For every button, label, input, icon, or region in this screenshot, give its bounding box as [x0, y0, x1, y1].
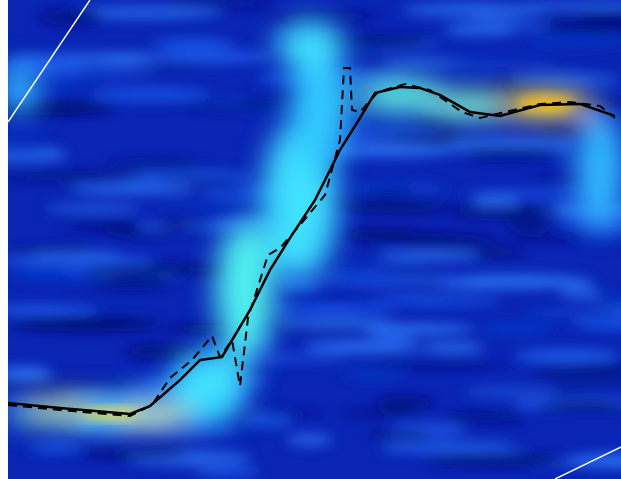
streak [588, 293, 621, 308]
streak [524, 31, 621, 47]
reference-track [7, 67, 616, 418]
streak [506, 234, 586, 241]
streak [370, 295, 449, 303]
streak [443, 136, 570, 147]
streak [464, 385, 560, 399]
streak [95, 51, 163, 67]
streak [572, 228, 621, 239]
streak [150, 37, 234, 51]
streak [381, 445, 529, 455]
streak [370, 188, 414, 196]
streak [353, 323, 475, 335]
streak [286, 433, 333, 447]
streak [38, 9, 104, 26]
streak [559, 286, 601, 299]
streak [340, 409, 417, 416]
streak [478, 322, 552, 337]
streak [8, 304, 100, 316]
streak [279, 11, 385, 20]
streak [509, 71, 621, 88]
streak [79, 449, 189, 458]
streak [8, 366, 52, 381]
white-line [554, 446, 621, 479]
streak [316, 267, 396, 279]
streak [527, 308, 618, 317]
streak [442, 60, 489, 70]
streak [179, 102, 307, 110]
streak [65, 6, 222, 20]
streak [32, 82, 86, 92]
streak [141, 425, 239, 434]
streak [30, 444, 81, 453]
streak [107, 160, 206, 171]
streak [506, 218, 550, 231]
streak [463, 148, 561, 159]
streak [90, 86, 211, 103]
streak [8, 139, 56, 156]
streak [8, 378, 146, 388]
estimated-track [7, 85, 616, 416]
streak [530, 19, 621, 34]
streak [289, 305, 400, 315]
streak [453, 21, 554, 31]
streak [342, 229, 420, 238]
streak [532, 362, 621, 373]
streak [573, 317, 621, 331]
streak [376, 395, 434, 410]
streak [401, 1, 549, 18]
streak [149, 49, 272, 64]
streak [12, 316, 162, 332]
white-line [7, 0, 91, 123]
streak [448, 204, 560, 219]
streak [420, 343, 485, 353]
streak [579, 10, 621, 21]
streak [535, 401, 621, 410]
streak [194, 467, 262, 477]
streak [29, 249, 120, 260]
streak [68, 183, 195, 195]
streak [278, 318, 393, 329]
streak [124, 344, 201, 359]
streak [523, 374, 621, 384]
streak [343, 367, 404, 381]
streak [74, 70, 139, 81]
streak [544, 124, 590, 135]
streak [377, 250, 480, 261]
streak [82, 264, 240, 275]
streak [44, 205, 141, 212]
streak [424, 453, 566, 466]
streak [337, 121, 431, 128]
streak [243, 414, 293, 428]
streak [514, 2, 621, 10]
streak [302, 340, 424, 354]
streak [363, 362, 511, 369]
streak [227, 355, 350, 362]
streak [8, 171, 145, 182]
streak [514, 349, 621, 363]
streak [8, 268, 100, 282]
streak [89, 275, 175, 289]
streak [442, 412, 527, 424]
streak [345, 206, 465, 214]
streak [164, 0, 278, 9]
streak [277, 278, 321, 290]
streak [368, 431, 432, 438]
